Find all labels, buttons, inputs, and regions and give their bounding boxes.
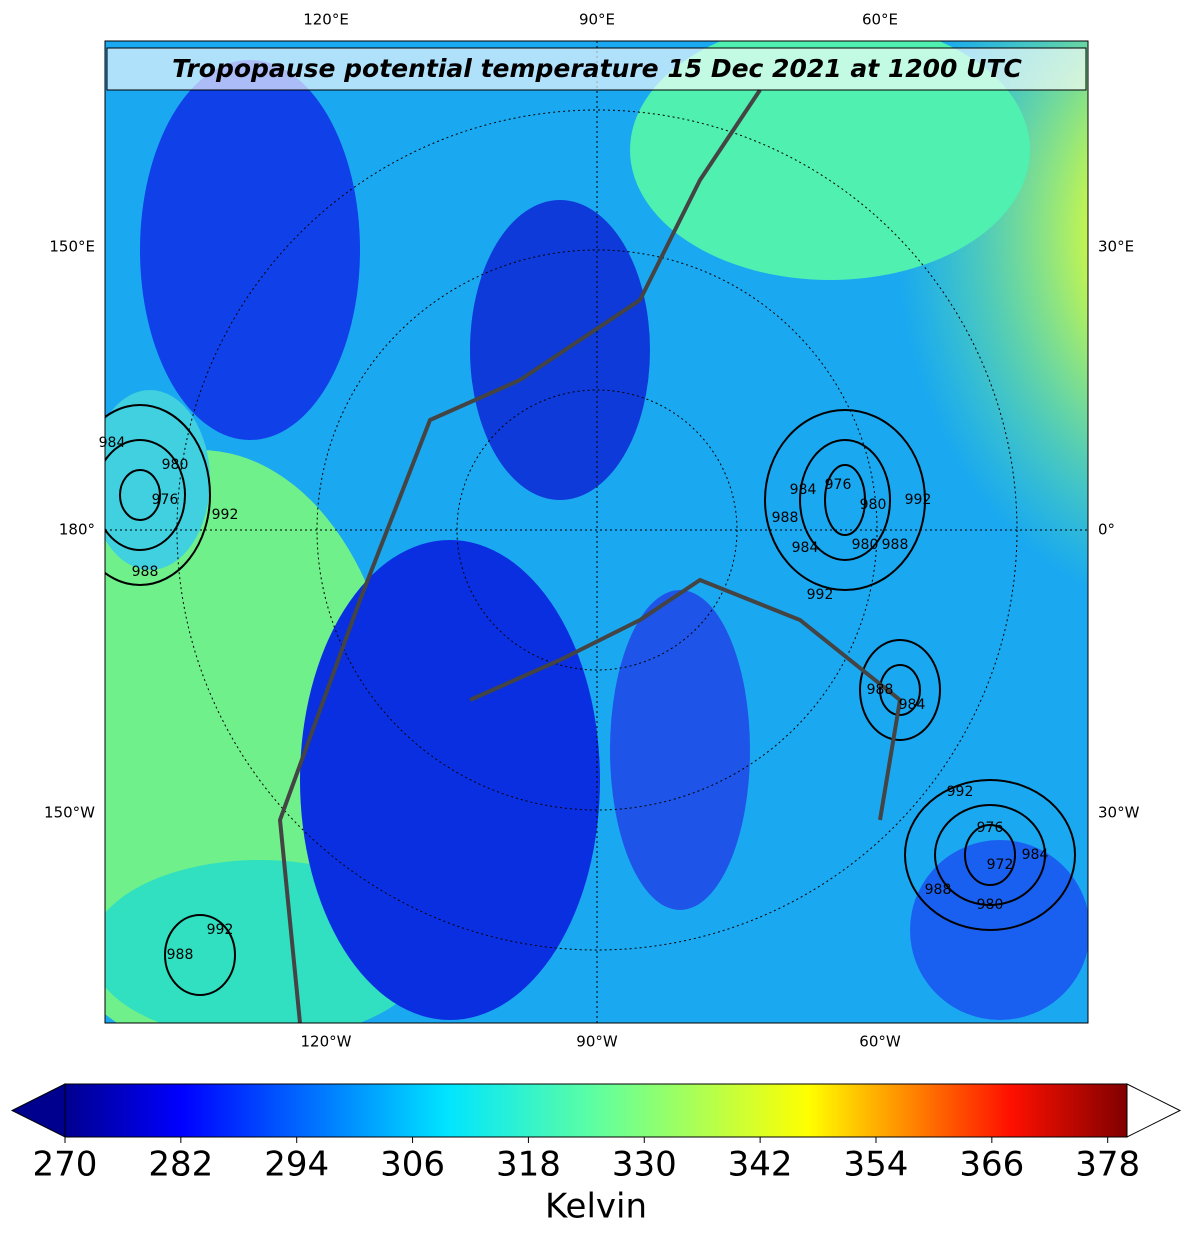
contour-label: 988 — [882, 537, 909, 553]
contour-label: 972 — [987, 857, 1014, 873]
lon-label: 90°E — [579, 11, 615, 29]
lon-label: 30°E — [1098, 238, 1134, 256]
map-frame — [104, 40, 1089, 1024]
lon-label: 60°E — [862, 11, 898, 29]
lon-label: 150°W — [44, 804, 95, 822]
colorbar-tick-label: 366 — [959, 1145, 1024, 1185]
colorbar-tick-label: 282 — [148, 1145, 213, 1185]
map-field — [105, 41, 1088, 1023]
lon-label: 60°W — [859, 1033, 901, 1051]
title-box — [106, 47, 1087, 91]
contour-label: 976 — [152, 492, 179, 508]
contour-label: 988 — [772, 510, 799, 526]
contour-label: 976 — [825, 477, 852, 493]
lon-label: 120°W — [301, 1033, 352, 1051]
colorbar-tick-label: 270 — [33, 1145, 98, 1185]
colorbar-extend-low — [10, 1083, 66, 1138]
contour-label: 984 — [899, 697, 926, 713]
contour-label: 984 — [790, 482, 817, 498]
contour-label: 992 — [212, 507, 239, 523]
lon-label: 30°W — [1098, 804, 1140, 822]
lon-label: 150°E — [49, 238, 95, 256]
contour-label: 988 — [167, 947, 194, 963]
lon-label: 0° — [1098, 521, 1115, 539]
colorbar-tick-label: 354 — [844, 1145, 909, 1185]
contour-label: 976 — [977, 820, 1004, 836]
colorbar-tick-label: 294 — [264, 1145, 329, 1185]
contour-label: 980 — [852, 537, 879, 553]
contour-label: 984 — [792, 540, 819, 556]
contour-label: 988 — [867, 682, 894, 698]
contour-label: 980 — [860, 497, 887, 513]
lon-label: 180° — [59, 521, 95, 539]
colorbar-label: Kelvin — [545, 1187, 647, 1227]
contour-label: 988 — [925, 882, 952, 898]
colorbar-tick-label: 342 — [728, 1145, 793, 1185]
colorbar-tick-label: 330 — [612, 1145, 677, 1185]
contour-label: 984 — [1022, 847, 1049, 863]
contour-label: 988 — [132, 564, 159, 580]
colorbar-tick-label: 306 — [380, 1145, 445, 1185]
contour-label: 980 — [977, 897, 1004, 913]
colorbar-tick-label: 378 — [1075, 1145, 1140, 1185]
colorbar-extend-high — [1126, 1083, 1182, 1138]
contour-label: 992 — [207, 922, 234, 938]
lon-label: 90°W — [576, 1033, 618, 1051]
contour-label: 992 — [807, 587, 834, 603]
colorbar — [64, 1083, 1128, 1138]
title: Tropopause potential temperature 15 Dec … — [172, 54, 1022, 83]
colorbar-tick-label: 318 — [496, 1145, 561, 1185]
contour-label: 992 — [905, 492, 932, 508]
contour-label: 992 — [947, 784, 974, 800]
contour-label: 984 — [99, 435, 126, 451]
contour-label: 980 — [162, 457, 189, 473]
lon-label: 120°E — [303, 11, 349, 29]
